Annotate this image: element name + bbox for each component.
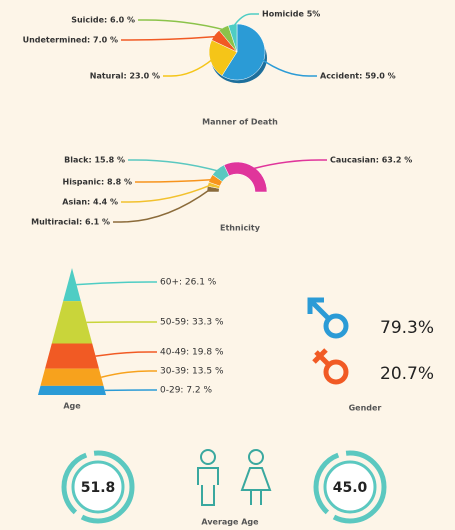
gender-value: 79.3%	[380, 318, 434, 338]
chart-title: Average Age	[201, 518, 259, 527]
icon-body	[197, 467, 219, 506]
leader-line	[232, 13, 259, 28]
icon-head	[248, 449, 264, 465]
value-label: Multiracial: 6.1 %	[31, 218, 110, 227]
chart-title: Gender	[349, 404, 382, 413]
chart-title: Ethnicity	[220, 224, 261, 233]
value-label: 50-59: 33.3 %	[160, 318, 224, 328]
value-label: Accident: 59.0 %	[320, 72, 396, 81]
value-label: 40-49: 19.8 %	[160, 348, 224, 358]
value-label: Suicide: 6.0 %	[71, 16, 135, 25]
slice	[223, 161, 268, 193]
leader-line	[163, 58, 214, 77]
leader-line	[101, 370, 157, 378]
chart-title: Manner of Death	[202, 118, 278, 127]
value-label: Hispanic: 8.8 %	[63, 178, 132, 187]
icon-body	[240, 467, 272, 505]
ring-inner	[323, 460, 377, 514]
leader-line	[121, 184, 212, 203]
leader-line	[128, 159, 220, 173]
value-label: 30-39: 13.5 %	[160, 367, 224, 377]
symbol-arrow	[307, 297, 331, 321]
ring-outer	[61, 450, 135, 524]
leader-line	[113, 188, 211, 223]
leader-line	[135, 178, 214, 183]
value-label: Black: 15.8 %	[64, 156, 125, 165]
symbol-ring	[323, 313, 349, 339]
chart-title: Age	[63, 402, 81, 411]
pyramid-band	[51, 301, 93, 344]
value-label: Caucasian: 63.2 %	[330, 156, 412, 165]
value-label: Homicide 5%	[262, 10, 320, 19]
leader-line	[95, 351, 157, 357]
age-value: 45.0	[333, 480, 368, 496]
ring-inner	[71, 460, 125, 514]
pyramid-band	[38, 385, 106, 395]
male-symbol	[307, 297, 349, 339]
value-label: 60+: 26.1 %	[160, 278, 217, 288]
symbol-ring	[323, 359, 349, 385]
ring-outer	[313, 450, 387, 524]
gender-value: 20.7%	[380, 364, 434, 384]
slice	[228, 23, 238, 53]
male-icon	[197, 449, 219, 506]
pyramid-band	[45, 343, 99, 369]
age-value: 51.8	[81, 480, 116, 496]
leader-line	[76, 281, 157, 286]
value-label: Natural: 23.0 %	[90, 72, 160, 81]
value-label: Asian: 4.4 %	[62, 198, 118, 207]
pyramid-band	[63, 268, 81, 302]
symbol-cross	[312, 348, 331, 367]
leader-line	[251, 159, 327, 170]
age-ring	[61, 450, 135, 524]
female-icon	[240, 449, 272, 505]
female-symbol	[312, 348, 349, 385]
age-ring	[313, 450, 387, 524]
pyramid-band	[40, 368, 104, 386]
value-label: 0-29: 7.2 %	[160, 386, 212, 396]
slice	[221, 23, 266, 81]
leader-line	[138, 19, 226, 31]
leader-line	[121, 35, 218, 41]
icon-head	[200, 449, 216, 465]
leader-line	[260, 58, 317, 77]
value-label: Undetermined: 7.0 %	[23, 36, 118, 45]
